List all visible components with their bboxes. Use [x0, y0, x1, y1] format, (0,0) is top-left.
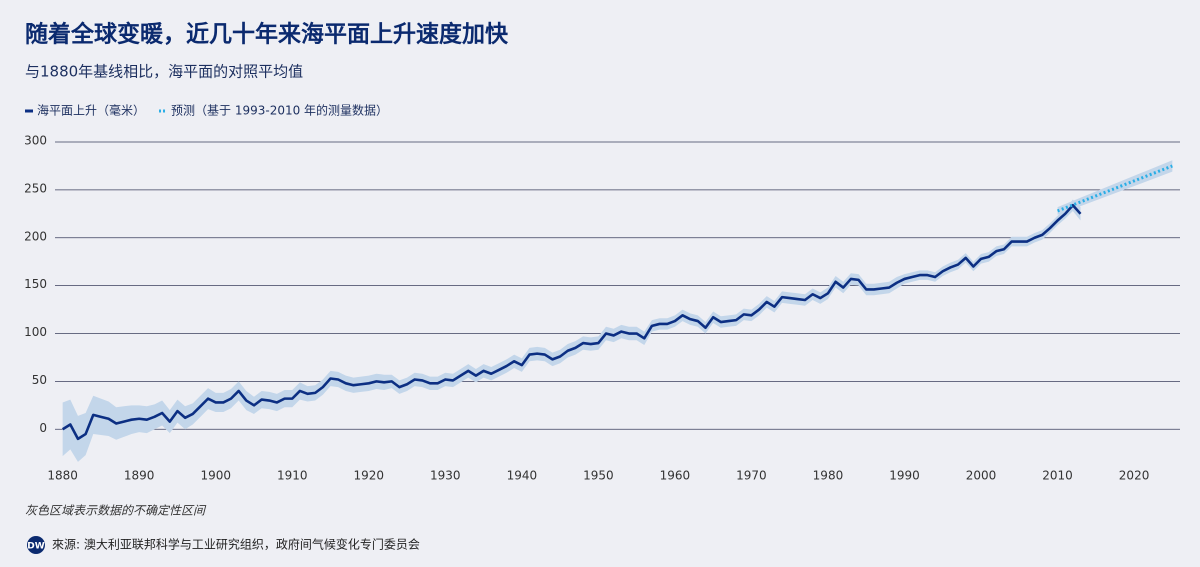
x-tick-label: 1950 [583, 469, 614, 483]
series-line [61, 203, 1082, 441]
y-tick-label: 50 [32, 373, 47, 387]
x-tick-label: 2000 [966, 469, 997, 483]
x-tick-label: 1890 [124, 469, 155, 483]
x-tick-label: 1980 [813, 469, 844, 483]
y-tick-label: 250 [24, 181, 47, 195]
source: 來源: 澳大利亚联邦科学与工业研究组织，政府间气候变化专门委员会 [52, 537, 420, 552]
legend-label: 海平面上升（毫米） [37, 103, 145, 118]
y-tick-label: 150 [24, 277, 47, 291]
legend-label: 预测（基于 1993-2010 年的测量数据） [171, 103, 388, 118]
y-tick-label: 100 [24, 325, 47, 339]
note: 灰色区域表示数据的不确定性区间 [25, 504, 207, 518]
y-tick-label: 300 [24, 134, 47, 148]
chart-subtitle: 与1880年基线相比，海平面的对照平均值 [25, 63, 303, 81]
x-tick-label: 1880 [47, 469, 78, 483]
y-tick-label: 0 [39, 421, 47, 435]
x-tick-label: 1940 [507, 469, 538, 483]
x-tick-label: 1920 [354, 469, 385, 483]
x-tick-label: 2010 [1042, 469, 1073, 483]
x-tick-label: 1900 [200, 469, 231, 483]
uncertainty-band [1057, 160, 1173, 215]
logo: DW [27, 536, 45, 554]
x-tick-label: 2020 [1119, 469, 1150, 483]
x-tick-label: 1990 [889, 469, 920, 483]
chart-title: 随着全球变暖，近几十年来海平面上升速度加快 [25, 21, 509, 48]
uncertainty-band [62, 199, 1081, 462]
x-tick-label: 1960 [660, 469, 691, 483]
x-tick-label: 1930 [430, 469, 461, 483]
y-tick-label: 200 [24, 229, 47, 243]
x-tick-label: 1910 [277, 469, 308, 483]
x-tick-label: 1970 [736, 469, 767, 483]
svg-text:DW: DW [27, 542, 44, 552]
